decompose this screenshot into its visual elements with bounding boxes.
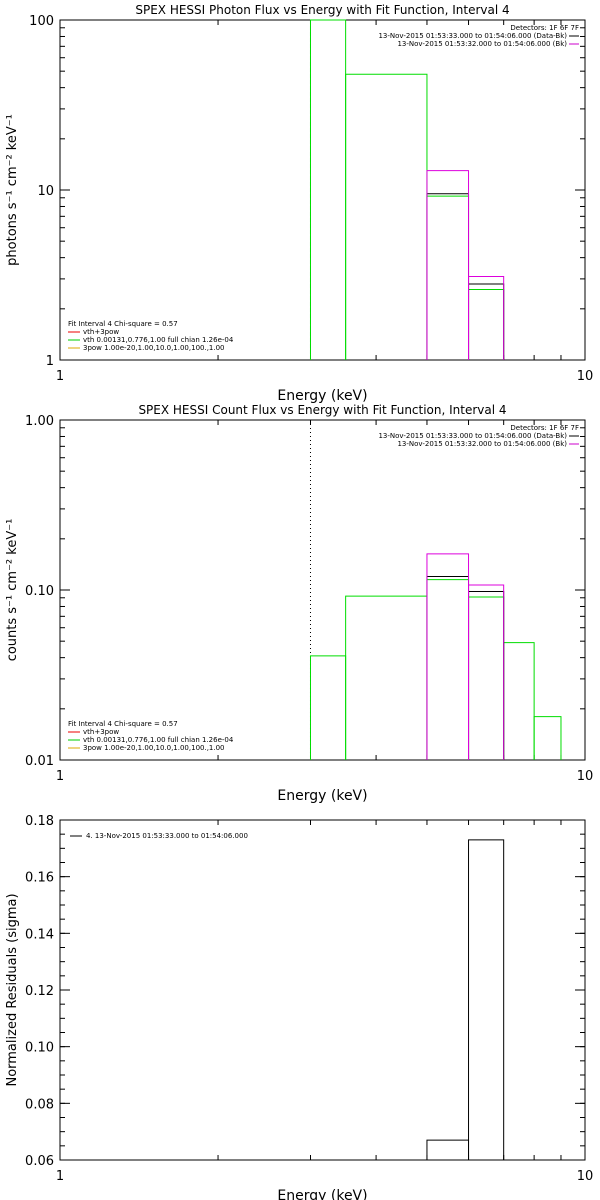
step-bar [426, 553, 470, 760]
x-axis-label: Energy (keV) [277, 788, 367, 804]
y-tick-label: 1.00 [25, 414, 54, 429]
y-axis-label: Normalized Residuals (sigma) [5, 893, 20, 1086]
y-tick-label: 0.16 [25, 871, 54, 886]
y-tick-label: 0.14 [25, 927, 54, 942]
chart-title: SPEX HESSI Count Flux vs Energy with Fit… [138, 403, 506, 417]
y-tick-label: 10 [37, 184, 54, 199]
legend-entry: 13-Nov-2015 01:53:32.000 to 01:54:06.000… [397, 40, 567, 48]
y-tick-label: 0.10 [25, 1041, 54, 1056]
x-tick-label: 10 [577, 369, 594, 384]
x-tick-label: 10 [577, 769, 594, 784]
y-tick-label: 100 [29, 14, 54, 29]
fit-legend-entry: 3pow 1.00e-20,1.00,10.0,1.00,100.,1.00 [83, 744, 225, 752]
step-bar [426, 195, 470, 360]
series-legend: 4. 13-Nov-2015 01:53:33.000 to 01:54:06.… [70, 832, 248, 840]
fit-legend: Fit Interval 4 Chi-square = 0.57vth+3pow… [68, 320, 234, 352]
legend-header: Detectors: 1F 6F 7F [510, 24, 579, 32]
x-tick-label: 1 [56, 1169, 64, 1184]
step-bar [468, 275, 505, 360]
series-1 [426, 576, 505, 760]
step-bar [468, 590, 505, 760]
y-tick-label: 1 [46, 354, 54, 369]
series-0 [309, 19, 505, 360]
fit-legend-entry: vth 0.00131,0.776,1.00 full chian 1.26e-… [83, 736, 234, 744]
step-bar [468, 584, 505, 760]
x-tick-label: 1 [56, 769, 64, 784]
fit-legend-header: Fit Interval 4 Chi-square = 0.57 [68, 320, 178, 328]
fit-legend-entry: vth+3pow [83, 328, 119, 336]
x-tick-label: 1 [56, 369, 64, 384]
step-bar [426, 579, 470, 760]
fit-legend-entry: vth+3pow [83, 728, 119, 736]
count-panel: 1 10 0.01 0.10 1.00 SPEX HESSI Count Flux vs … [5, 403, 593, 804]
step-bar [426, 193, 470, 360]
series-2 [426, 553, 505, 760]
residuals-panel: 1 10 0.06 0.08 0.10 0.12 0.14 0.16 0.18 Energy (k… [5, 814, 593, 1200]
y-tick-label: 0.18 [25, 814, 54, 829]
series-0 [309, 579, 562, 760]
step-bar [426, 576, 470, 760]
legend-entry: 13-Nov-2015 01:53:33.000 to 01:54:06.000… [378, 432, 567, 440]
step-bar [426, 170, 470, 360]
y-tick-label: 0.08 [25, 1097, 54, 1112]
x-axis-label: Energy (keV) [277, 388, 367, 404]
step-bar [309, 19, 347, 360]
fit-legend: Fit Interval 4 Chi-square = 0.57vth+3pow… [68, 720, 234, 752]
plot-frame [59, 19, 586, 361]
plot-frame [59, 819, 586, 1161]
legend-header: Detectors: 1F 6F 7F [510, 424, 579, 432]
step-bar [345, 73, 428, 360]
series-legend-entry: 4. 13-Nov-2015 01:53:33.000 to 01:54:06.… [86, 832, 248, 840]
y-axis-label: photons s⁻¹ cm⁻² keV⁻¹ [5, 114, 20, 266]
step-bar [533, 716, 562, 760]
photon-panel: 1 10 1 10 100 SPEX HESSI Photon Flux vs Energ… [5, 3, 593, 404]
fit-legend-header: Fit Interval 4 Chi-square = 0.57 [68, 720, 178, 728]
y-tick-label: 0.01 [25, 754, 54, 769]
fit-legend-entry: 3pow 1.00e-20,1.00,10.0,1.00,100.,1.00 [83, 344, 225, 352]
y-tick-label: 0.10 [25, 584, 54, 599]
plot-frame [59, 419, 586, 761]
series-0 [426, 839, 505, 1160]
series-2 [426, 170, 505, 360]
step-bar [468, 283, 505, 360]
step-bar [503, 642, 535, 760]
step-bar [345, 595, 428, 760]
chart-title: SPEX HESSI Photon Flux vs Energy with Fi… [135, 3, 509, 17]
step-bar [468, 288, 505, 360]
x-axis-label: Energy (keV) [277, 1188, 367, 1200]
x-tick-label: 10 [577, 1169, 594, 1184]
step-bar [309, 655, 347, 760]
step-bar [468, 839, 505, 1160]
y-axis-label: counts s⁻¹ cm⁻² keV⁻¹ [5, 519, 20, 662]
step-bar [468, 596, 505, 760]
step-bar [426, 1139, 470, 1160]
legend-entry: 13-Nov-2015 01:53:33.000 to 01:54:06.000… [378, 32, 567, 40]
y-tick-label: 0.12 [25, 984, 54, 999]
y-tick-label: 0.06 [25, 1154, 54, 1169]
legend-entry: 13-Nov-2015 01:53:32.000 to 01:54:06.000… [397, 440, 567, 448]
fit-legend-entry: vth 0.00131,0.776,1.00 full chian 1.26e-… [83, 336, 234, 344]
